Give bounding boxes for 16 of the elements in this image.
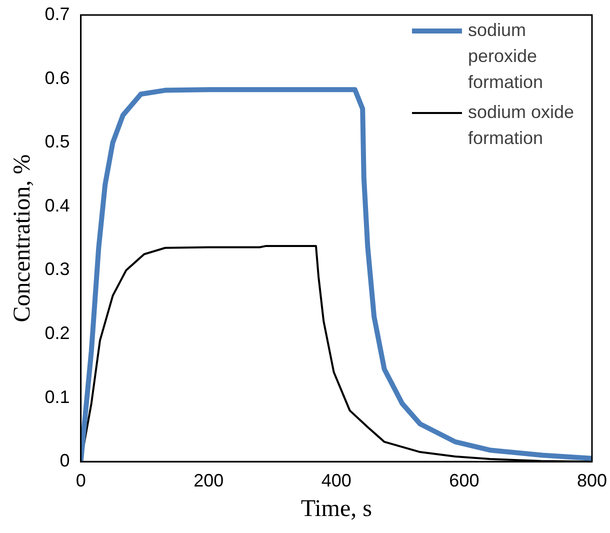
y-tick-label: 0.3 — [44, 259, 70, 280]
x-tick-label: 600 — [449, 470, 480, 490]
y-tick-label: 0.2 — [44, 322, 70, 343]
y-tick-label: 0.4 — [44, 195, 70, 216]
x-axis-title: Time, s — [300, 496, 372, 522]
y-axis-title: Concentration, % — [10, 154, 36, 322]
legend-label: sodium oxide formation — [468, 102, 574, 148]
y-tick-label: 0.1 — [44, 386, 70, 407]
x-tick-label: 0 — [76, 470, 86, 490]
x-tick-label: 400 — [321, 470, 352, 490]
x-tick-label: 800 — [576, 470, 608, 490]
y-tick-label: 0.5 — [44, 132, 70, 152]
y-tick-label: 0.6 — [44, 68, 70, 88]
x-tick-label: 200 — [194, 470, 224, 490]
y-tick-label: 0.7 — [44, 4, 70, 24]
y-tick-label: 0 — [60, 450, 70, 471]
